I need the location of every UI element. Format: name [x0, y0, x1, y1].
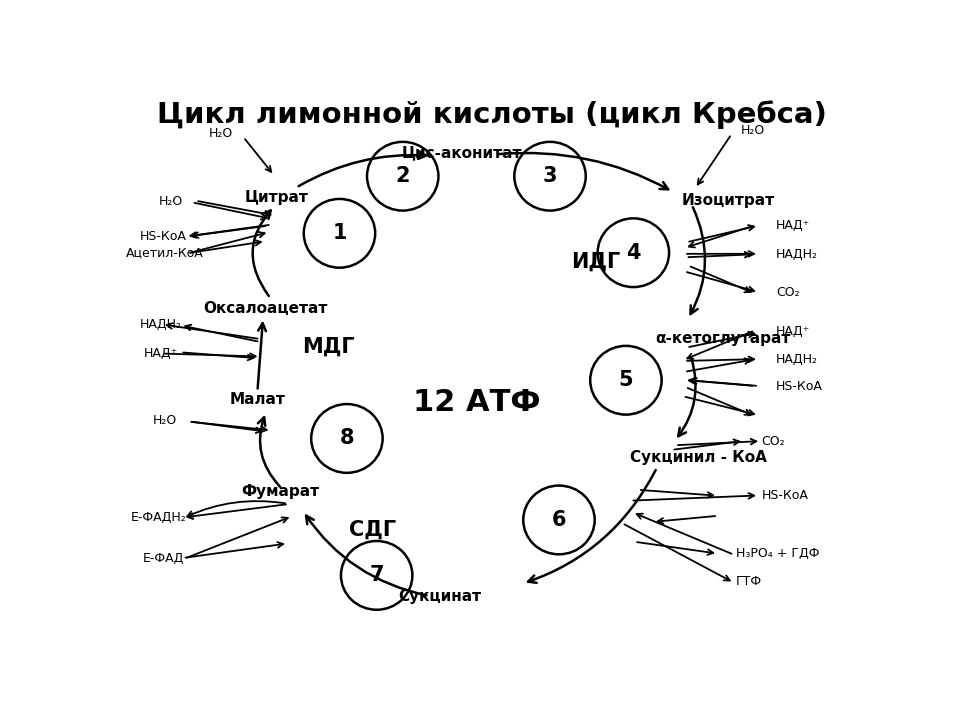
- Text: МДГ: МДГ: [302, 337, 354, 357]
- Text: ИДГ: ИДГ: [571, 252, 621, 272]
- Text: Цикл лимонной кислоты (цикл Кребса): Цикл лимонной кислоты (цикл Кребса): [157, 100, 827, 129]
- FancyArrowPatch shape: [689, 226, 753, 248]
- FancyArrowPatch shape: [687, 272, 755, 292]
- FancyArrowPatch shape: [687, 251, 755, 256]
- Text: 8: 8: [340, 428, 354, 449]
- Text: Н₂О: Н₂О: [158, 194, 182, 207]
- FancyArrowPatch shape: [634, 493, 755, 500]
- Text: Цис-аконитат: Цис-аконитат: [402, 145, 522, 161]
- Text: Сукцинил - КоА: Сукцинил - КоА: [630, 450, 766, 465]
- FancyArrowPatch shape: [687, 356, 755, 362]
- FancyArrowPatch shape: [690, 207, 705, 314]
- FancyArrowPatch shape: [167, 323, 257, 338]
- Text: α-кетоглутарат: α-кетоглутарат: [656, 331, 791, 346]
- FancyArrowPatch shape: [689, 332, 755, 347]
- FancyArrowPatch shape: [191, 240, 261, 253]
- Text: СО₂: СО₂: [777, 286, 800, 299]
- FancyArrowPatch shape: [687, 331, 753, 359]
- Text: Оксалоацетат: Оксалоацетат: [203, 301, 327, 315]
- Text: 4: 4: [626, 243, 640, 263]
- Text: 1: 1: [332, 223, 347, 243]
- FancyArrowPatch shape: [690, 266, 751, 292]
- FancyArrowPatch shape: [624, 524, 730, 580]
- FancyArrowPatch shape: [191, 422, 267, 432]
- FancyArrowPatch shape: [190, 232, 265, 253]
- FancyArrowPatch shape: [185, 542, 283, 557]
- Text: Цитрат: Цитрат: [244, 190, 308, 204]
- Text: СДГ: СДГ: [349, 520, 396, 540]
- Text: Е-ФАД: Е-ФАД: [142, 552, 183, 565]
- Text: Н₃РО₄ + ГДФ: Н₃РО₄ + ГДФ: [736, 547, 820, 560]
- Text: 6: 6: [552, 510, 566, 530]
- Text: Малат: Малат: [229, 392, 285, 407]
- FancyArrowPatch shape: [252, 210, 271, 296]
- Text: Фумарат: Фумарат: [241, 484, 319, 499]
- FancyArrowPatch shape: [641, 490, 713, 498]
- FancyArrowPatch shape: [191, 422, 261, 433]
- Text: Н₂О: Н₂О: [153, 414, 177, 427]
- FancyArrowPatch shape: [674, 439, 739, 449]
- FancyArrowPatch shape: [245, 139, 272, 172]
- Text: НАД⁺: НАД⁺: [144, 347, 178, 360]
- Text: 5: 5: [618, 370, 634, 390]
- FancyArrowPatch shape: [187, 518, 288, 557]
- FancyArrowPatch shape: [198, 201, 271, 217]
- Text: НАДН₂: НАДН₂: [140, 318, 182, 331]
- FancyArrowPatch shape: [658, 516, 715, 523]
- FancyArrowPatch shape: [299, 151, 426, 186]
- FancyArrowPatch shape: [499, 153, 668, 189]
- Text: 3: 3: [542, 166, 558, 186]
- FancyArrowPatch shape: [685, 397, 755, 415]
- Text: HS-КоА: HS-КоА: [761, 489, 808, 502]
- FancyArrowPatch shape: [691, 378, 756, 386]
- Text: ГТФ: ГТФ: [736, 575, 762, 588]
- Text: HS-КоА: HS-КоА: [777, 380, 823, 393]
- Text: Ацетил-КоА: Ацетил-КоА: [126, 246, 204, 259]
- FancyArrowPatch shape: [636, 513, 732, 554]
- FancyArrowPatch shape: [698, 136, 731, 184]
- Text: 7: 7: [370, 565, 384, 585]
- FancyArrowPatch shape: [689, 378, 753, 386]
- Text: НАД⁺: НАД⁺: [777, 218, 810, 232]
- Text: Е-ФАДН₂: Е-ФАДН₂: [131, 511, 186, 524]
- FancyArrowPatch shape: [306, 516, 426, 595]
- FancyArrowPatch shape: [687, 388, 751, 415]
- FancyArrowPatch shape: [257, 323, 266, 389]
- Text: 12 АТФ: 12 АТФ: [414, 388, 540, 417]
- FancyArrowPatch shape: [193, 226, 265, 238]
- FancyArrowPatch shape: [688, 252, 751, 258]
- FancyArrowPatch shape: [194, 203, 267, 220]
- FancyArrowPatch shape: [165, 354, 255, 359]
- Text: Н₂О: Н₂О: [740, 125, 764, 138]
- FancyArrowPatch shape: [689, 225, 755, 242]
- FancyArrowPatch shape: [687, 359, 751, 372]
- FancyArrowPatch shape: [183, 353, 253, 360]
- FancyArrowPatch shape: [678, 358, 696, 436]
- Text: 2: 2: [396, 166, 410, 186]
- FancyArrowPatch shape: [258, 418, 280, 487]
- FancyArrowPatch shape: [190, 225, 269, 238]
- Text: Изоцитрат: Изоцитрат: [682, 192, 775, 207]
- Text: СО₂: СО₂: [761, 435, 785, 448]
- FancyArrowPatch shape: [528, 470, 656, 582]
- FancyArrowPatch shape: [187, 501, 285, 516]
- FancyArrowPatch shape: [185, 325, 257, 341]
- FancyArrowPatch shape: [637, 542, 713, 555]
- Text: Н₂О: Н₂О: [208, 127, 232, 140]
- Text: НАД⁺: НАД⁺: [777, 325, 810, 338]
- FancyArrowPatch shape: [187, 505, 286, 519]
- FancyArrowPatch shape: [678, 438, 756, 445]
- Text: НАДН₂: НАДН₂: [777, 354, 818, 366]
- Text: Сукцинат: Сукцинат: [398, 589, 482, 604]
- Text: НАДН₂: НАДН₂: [777, 248, 818, 261]
- Text: HS-КоА: HS-КоА: [140, 230, 186, 243]
